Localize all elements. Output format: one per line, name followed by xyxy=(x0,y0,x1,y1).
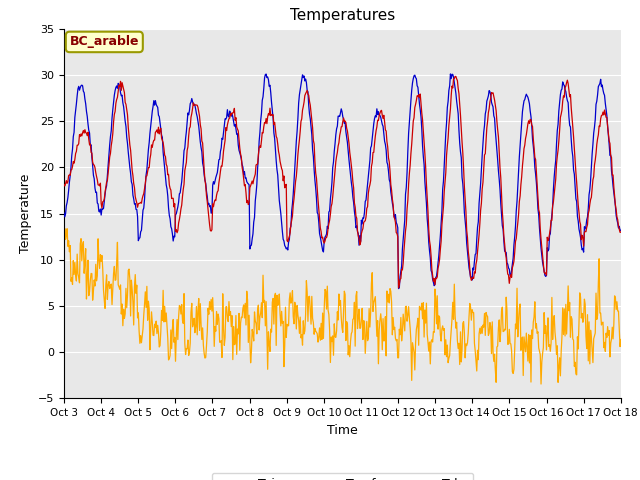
Tsurf xyxy=(127,179,135,185)
Tsky xyxy=(411,367,419,373)
Tsky xyxy=(214,311,222,317)
Tair xyxy=(452,73,460,79)
Title: Temperatures: Temperatures xyxy=(290,9,395,24)
Tsky xyxy=(71,260,79,265)
X-axis label: Time: Time xyxy=(327,424,358,437)
Tsky xyxy=(185,353,193,359)
Tsky xyxy=(537,381,545,387)
Tsky xyxy=(428,339,435,345)
Tsurf xyxy=(411,72,419,78)
Tsky xyxy=(128,287,136,292)
Line: Tsky: Tsky xyxy=(64,228,621,384)
Tsurf xyxy=(60,210,68,216)
Tair xyxy=(395,285,403,291)
Tair xyxy=(411,105,419,110)
Tsurf xyxy=(617,228,625,233)
Legend: Tair, Tsurf, Tsky: Tair, Tsurf, Tsky xyxy=(212,473,473,480)
Tsurf xyxy=(70,130,78,135)
Tair xyxy=(184,144,192,150)
Tair xyxy=(428,253,435,259)
Tsurf xyxy=(428,267,435,273)
Line: Tair: Tair xyxy=(64,76,621,288)
Tsky xyxy=(61,226,68,231)
Tsky xyxy=(60,250,68,256)
Tair xyxy=(70,160,78,166)
Tsurf xyxy=(447,71,454,77)
Tsky xyxy=(617,336,625,342)
Y-axis label: Temperature: Temperature xyxy=(19,174,33,253)
Text: BC_arable: BC_arable xyxy=(70,36,139,48)
Tair xyxy=(127,157,135,163)
Tair xyxy=(617,229,625,235)
Line: Tsurf: Tsurf xyxy=(64,74,621,288)
Tair xyxy=(60,182,68,188)
Tsurf xyxy=(395,286,403,291)
Tsurf xyxy=(184,110,192,116)
Tsurf xyxy=(214,169,221,175)
Tair xyxy=(214,189,221,195)
